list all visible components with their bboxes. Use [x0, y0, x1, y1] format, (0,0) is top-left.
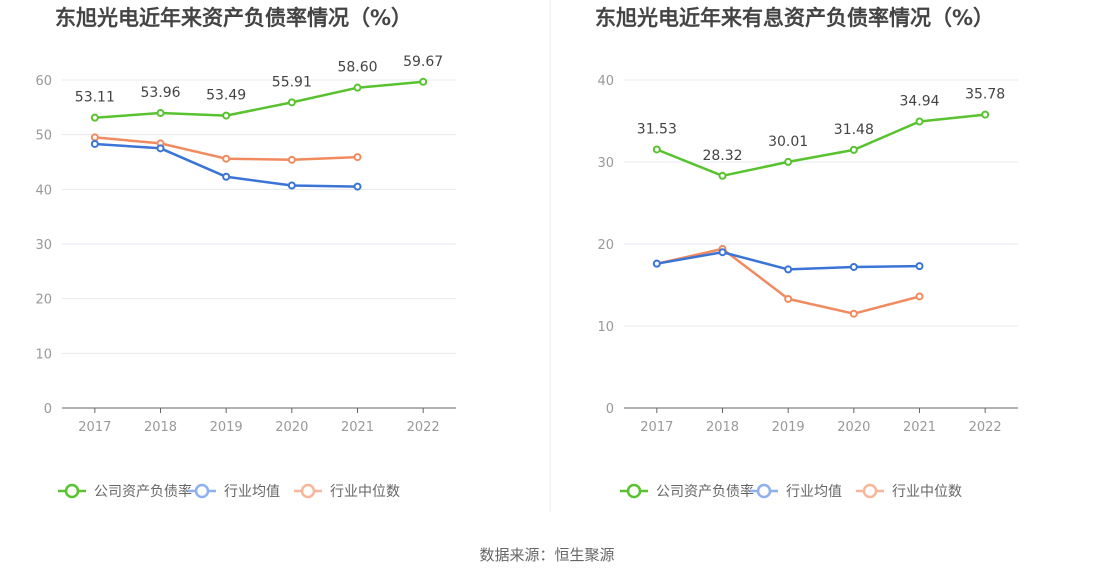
data-point-company: [981, 110, 990, 119]
y-tick-label: 0: [44, 402, 52, 417]
legend-label-industry-avg: 行业均值: [224, 484, 280, 500]
y-tick-label: 40: [35, 183, 52, 198]
y-tick-label: 0: [606, 402, 614, 417]
x-tick-label: 2019: [210, 420, 243, 435]
x-tick-label: 2021: [341, 420, 374, 435]
data-label-company: 31.48: [834, 122, 874, 138]
legend-item-industry-avg: 行业均值: [188, 483, 280, 500]
data-label-company: 30.01: [768, 134, 808, 150]
legend-marker-company: [626, 483, 642, 499]
legend-marker-industry-avg: [194, 483, 210, 499]
x-tick-label: 2019: [772, 420, 805, 435]
x-tick-label: 2022: [969, 420, 1002, 435]
data-point-industry-median: [915, 292, 924, 301]
data-label-company: 28.32: [702, 148, 742, 164]
data-point-company: [90, 113, 99, 122]
data-point-industry-median: [353, 153, 362, 162]
x-tick-label: 2018: [706, 420, 739, 435]
data-point-industry-median: [90, 133, 99, 142]
x-tick-label: 2020: [275, 420, 308, 435]
data-point-industry-avg: [90, 139, 99, 148]
y-tick-label: 10: [35, 347, 52, 362]
y-tick-label: 20: [597, 238, 614, 253]
chart-title-debt-ratio: 东旭光电近年来资产负债率情况（%）: [55, 6, 412, 30]
data-label-company: 55.91: [272, 74, 312, 90]
legend-label-industry-avg: 行业均值: [786, 484, 842, 500]
data-source: 数据来源：恒生聚源: [479, 546, 614, 564]
legend-item-industry-median: 行业中位数: [294, 483, 400, 500]
legend-label-company: 公司资产负债率: [94, 483, 192, 500]
data-point-industry-avg: [718, 248, 727, 257]
data-point-company: [419, 77, 428, 86]
data-point-industry-median: [784, 294, 793, 303]
data-point-company: [156, 109, 165, 118]
legend-item-company: 公司资产负债率: [620, 483, 754, 500]
legend-marker-industry-median: [862, 483, 878, 499]
y-tick-label: 30: [597, 156, 614, 171]
x-tick-label: 2021: [903, 420, 936, 435]
data-label-company: 53.49: [206, 88, 246, 104]
x-tick-label: 2022: [407, 420, 440, 435]
data-label-company: 53.11: [75, 90, 115, 106]
data-point-company: [353, 83, 362, 92]
legend-item-industry-median: 行业中位数: [856, 483, 962, 500]
x-tick-label: 2017: [78, 420, 111, 435]
legend-label-industry-median: 行业中位数: [892, 484, 962, 500]
series-line-company: [655, 113, 987, 178]
legend-item-company: 公司资产负债率: [58, 483, 192, 500]
data-point-industry-median: [222, 154, 231, 163]
data-point-company: [784, 157, 793, 166]
legend-label-company: 公司资产负债率: [656, 483, 754, 500]
data-point-industry-avg: [652, 259, 661, 268]
data-label-company: 31.53: [637, 121, 677, 137]
x-tick-label: 2018: [144, 420, 177, 435]
data-point-company: [718, 171, 727, 180]
data-point-industry-avg: [156, 144, 165, 153]
y-tick-label: 50: [35, 129, 52, 144]
data-point-company: [915, 117, 924, 126]
data-point-industry-avg: [287, 181, 296, 190]
data-point-industry-avg: [915, 262, 924, 271]
interest-bearing-debt-ratio-chart: 东旭光电近年来有息资产负债率情况（%） 0 10 20 30 40 2017 2018 201…: [595, 6, 1018, 500]
data-label-company: 58.60: [337, 60, 377, 76]
y-tick-label: 20: [35, 293, 52, 308]
legend-marker-company: [64, 483, 80, 499]
y-tick-label: 10: [597, 320, 614, 335]
data-point-industry-median: [849, 309, 858, 318]
x-tick-label: 2017: [640, 420, 673, 435]
legend-marker-industry-avg: [756, 483, 772, 499]
y-tick-label: 40: [597, 74, 614, 89]
data-label-company: 53.96: [140, 85, 180, 101]
data-point-industry-avg: [849, 262, 858, 271]
debt-ratio-chart: 东旭光电近年来资产负债率情况（%） 0 10 20 30 40 50 60 2017 2018 2…: [35, 6, 456, 500]
legend-marker-industry-median: [300, 483, 316, 499]
data-point-industry-median: [287, 155, 296, 164]
data-label-company: 34.94: [899, 93, 939, 109]
data-point-company: [652, 145, 661, 154]
data-point-industry-avg: [353, 182, 362, 191]
data-point-industry-avg: [784, 265, 793, 274]
legend-item-industry-avg: 行业均值: [750, 483, 842, 500]
data-label-company: 35.78: [965, 87, 1005, 103]
data-point-industry-avg: [222, 172, 231, 181]
series-line-industry-median: [655, 247, 921, 315]
data-point-company: [849, 145, 858, 154]
series-line-company: [93, 80, 425, 119]
legend-label-industry-median: 行业中位数: [330, 484, 400, 500]
y-tick-label: 60: [35, 74, 52, 89]
data-point-company: [287, 98, 296, 107]
data-point-company: [222, 111, 231, 120]
chart-title-interest-bearing-debt-ratio: 东旭光电近年来有息资产负债率情况（%）: [595, 6, 994, 30]
x-tick-label: 2020: [837, 420, 870, 435]
data-label-company: 59.67: [403, 54, 443, 70]
y-tick-label: 30: [35, 238, 52, 253]
